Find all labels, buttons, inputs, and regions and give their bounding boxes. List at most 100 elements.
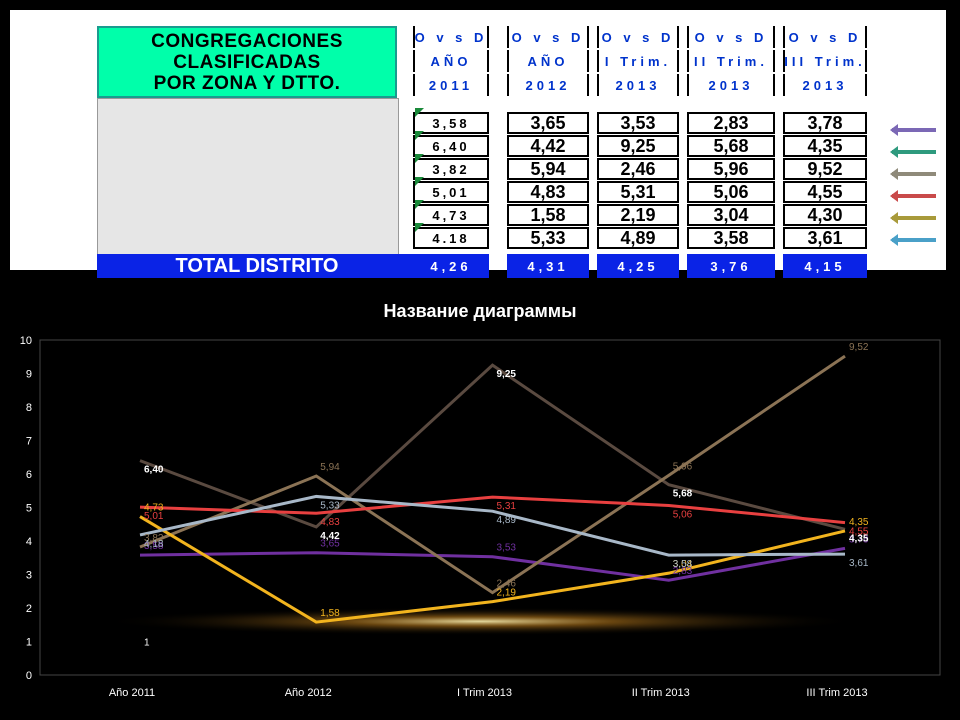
table-title: CONGREGACIONES CLASIFICADAS POR ZONA Y D… bbox=[97, 26, 397, 98]
cell-comment-marker bbox=[415, 177, 424, 186]
table-cell: 3,82 bbox=[413, 158, 489, 180]
plot-area bbox=[39, 339, 941, 676]
chart-glow bbox=[100, 607, 860, 636]
table-title-line-2: CLASIFICADAS bbox=[173, 51, 321, 73]
x-tick-label: II Trim 2013 bbox=[632, 687, 690, 699]
y-tick-label: 3 bbox=[26, 570, 32, 582]
y-tick-label: 6 bbox=[26, 469, 32, 481]
table-cell: 5,33 bbox=[507, 227, 589, 249]
data-label: 1,58 bbox=[320, 608, 340, 619]
data-label: 5,33 bbox=[320, 500, 340, 511]
table-cell: 5,01 bbox=[413, 181, 489, 203]
table-cell: 4.18 bbox=[413, 227, 489, 249]
y-tick-label: 0 bbox=[26, 670, 32, 682]
table-title-line-3: POR ZONA Y DTTO. bbox=[153, 72, 341, 94]
data-label: 4,73 bbox=[144, 503, 164, 514]
table-cell: 3,61 bbox=[783, 227, 867, 249]
table-cell: 9,52 bbox=[783, 158, 867, 180]
data-label: 4,55 bbox=[849, 527, 869, 538]
total-cell: 4,26 bbox=[413, 254, 489, 278]
column-header-5-line-1: O v s D bbox=[783, 26, 867, 48]
y-tick-label: 9 bbox=[26, 369, 32, 381]
legend-arrow bbox=[890, 168, 936, 180]
table-cell: 4,73 bbox=[413, 204, 489, 226]
legend-arrow bbox=[890, 124, 936, 136]
data-label: 2,19 bbox=[497, 588, 517, 599]
data-label: 6,40 bbox=[144, 465, 164, 476]
table-cell: 4,30 bbox=[783, 204, 867, 226]
cell-comment-marker bbox=[415, 200, 424, 209]
y-tick-label: 1 bbox=[26, 637, 32, 649]
cell-comment-marker bbox=[415, 154, 424, 163]
total-cell: 4,31 bbox=[507, 254, 589, 278]
column-header-5-line-2: III Trim. bbox=[783, 50, 867, 72]
data-label: 4,35 bbox=[849, 517, 869, 528]
table-cell: 4,35 bbox=[783, 135, 867, 157]
cell-comment-marker bbox=[415, 131, 424, 140]
row-labels-overlay bbox=[97, 98, 399, 264]
x-tick-label: Año 2012 bbox=[285, 687, 332, 699]
column-header-2-line-3: 2012 bbox=[507, 74, 589, 96]
column-header-2-line-1: O v s D bbox=[507, 26, 589, 48]
data-label-extra: 1 bbox=[144, 638, 150, 649]
table-cell: 5,68 bbox=[687, 135, 775, 157]
data-label: 4,42 bbox=[320, 531, 340, 542]
table-cell: 3,04 bbox=[687, 204, 775, 226]
x-tick-label: III Trim 2013 bbox=[806, 687, 867, 699]
total-cell: 4,15 bbox=[783, 254, 867, 278]
total-label: TOTAL DISTRITO bbox=[97, 254, 417, 278]
data-label: 9,25 bbox=[497, 369, 517, 380]
data-label: 4,35 bbox=[849, 533, 869, 544]
cell-comment-marker bbox=[415, 108, 424, 117]
data-label: 4,89 bbox=[497, 515, 517, 526]
data-label: 2,46 bbox=[497, 579, 517, 590]
table-cell: 4,83 bbox=[507, 181, 589, 203]
data-label: 5,94 bbox=[320, 462, 340, 473]
data-label: 4,83 bbox=[320, 517, 340, 528]
table-cell: 5,31 bbox=[597, 181, 679, 203]
spreadsheet-table: CONGREGACIONES CLASIFICADAS POR ZONA Y D… bbox=[97, 26, 879, 278]
table-cell: 9,25 bbox=[597, 135, 679, 157]
table-cell: 2,19 bbox=[597, 204, 679, 226]
y-tick-label: 8 bbox=[26, 402, 32, 414]
table-cell: 4,89 bbox=[597, 227, 679, 249]
table-cell: 3,78 bbox=[783, 112, 867, 134]
data-label: 5,68 bbox=[673, 489, 693, 500]
series-line bbox=[139, 546, 846, 582]
column-header-3-line-1: O v s D bbox=[597, 26, 679, 48]
table-cell: 5,96 bbox=[687, 158, 775, 180]
table-cell: 4,42 bbox=[507, 135, 589, 157]
table-cell: 5,06 bbox=[687, 181, 775, 203]
data-label: 5,06 bbox=[673, 509, 693, 520]
series-line bbox=[139, 354, 846, 595]
series-line bbox=[139, 515, 846, 624]
total-cell: 3,76 bbox=[687, 254, 775, 278]
legend-arrow bbox=[890, 234, 936, 246]
data-label: 3,61 bbox=[849, 558, 869, 569]
y-tick-label: 7 bbox=[26, 436, 32, 448]
data-label: 3,58 bbox=[144, 541, 164, 552]
data-label: 4,18 bbox=[144, 539, 164, 550]
series-line bbox=[139, 363, 846, 531]
y-tick-label: 2 bbox=[26, 603, 32, 615]
table-cell: 3,65 bbox=[507, 112, 589, 134]
data-label: 9,52 bbox=[849, 342, 869, 353]
data-label: 3,65 bbox=[320, 539, 340, 550]
data-label: 3,78 bbox=[849, 534, 869, 545]
y-tick-label: 4 bbox=[26, 536, 32, 548]
column-header-3-line-2: I Trim. bbox=[597, 50, 679, 72]
data-label: 5,01 bbox=[144, 511, 164, 522]
data-label: 5,31 bbox=[497, 501, 517, 512]
data-label: 3,82 bbox=[144, 533, 164, 544]
legend-arrow bbox=[890, 190, 936, 202]
legend-arrow bbox=[890, 146, 936, 158]
column-header-1-line-1: O v s D bbox=[413, 26, 489, 48]
y-tick-label: 5 bbox=[26, 503, 32, 515]
y-tick-label: 10 bbox=[20, 335, 32, 347]
data-label: 2,83 bbox=[673, 566, 693, 577]
line-chart: Название диаграммы 0 1 2 3 4 5 6 7 8 9 10 Año 2011 Añ… bbox=[20, 301, 941, 699]
column-header-4-line-1: O v s D bbox=[687, 26, 775, 48]
column-header-2-line-2: AÑO bbox=[507, 50, 589, 72]
table-cell: 3,58 bbox=[413, 112, 489, 134]
data-label: 3,53 bbox=[497, 543, 517, 554]
